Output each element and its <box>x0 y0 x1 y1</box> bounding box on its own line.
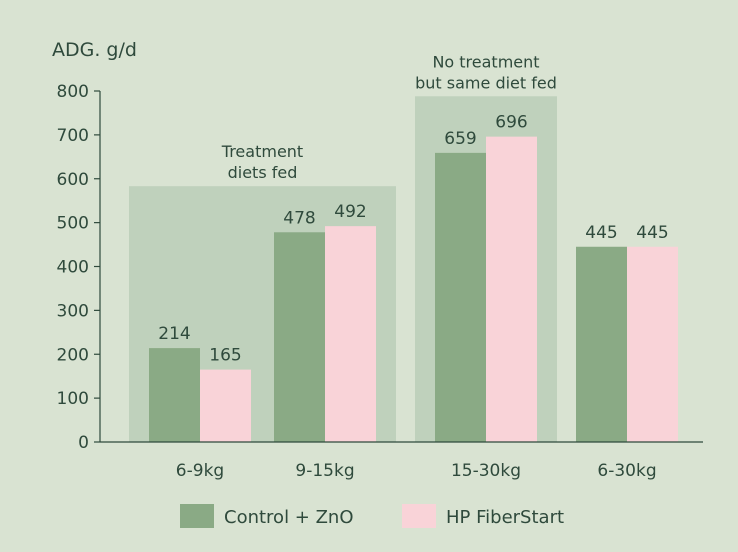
data-label-control-6-30kg: 445 <box>585 223 617 243</box>
bar-control-6-9kg <box>149 348 200 442</box>
data-label-control-9-15kg: 478 <box>283 208 315 228</box>
data-label-fiberstart-6-9kg: 165 <box>209 346 241 366</box>
bar-fiberstart-6-30kg <box>627 246 678 442</box>
annotation-text-2-line-2: but same diet fed <box>415 73 557 92</box>
legend-control-label: Control + ZnO <box>224 507 354 528</box>
data-label-fiberstart-6-30kg: 445 <box>636 223 668 243</box>
data-label-control-15-30kg: 659 <box>444 129 476 149</box>
y-axis-title: ADG. g/d <box>52 39 137 61</box>
y-tick-label-600: 600 <box>57 170 89 190</box>
y-tick-label-400: 400 <box>57 258 89 278</box>
y-tick-label-200: 200 <box>57 345 89 365</box>
y-tick-label-0: 0 <box>78 433 89 453</box>
y-tick-label-300: 300 <box>57 301 89 321</box>
annotation-text-1-line-1: Treatment <box>221 142 303 161</box>
data-label-fiberstart-15-30kg: 696 <box>495 113 527 133</box>
legend-control-swatch <box>180 504 214 528</box>
x-tick-label-6-30kg: 6-30kg <box>597 461 656 481</box>
bar-control-6-30kg <box>576 246 627 442</box>
annotation-text-2-line-1: No treatment <box>432 52 539 71</box>
y-tick-label-100: 100 <box>57 389 89 409</box>
legend-fiberstart-label: HP FiberStart <box>446 507 564 528</box>
bar-control-9-15kg <box>274 232 325 442</box>
y-tick-label-500: 500 <box>57 214 89 234</box>
y-tick-label-700: 700 <box>57 126 89 146</box>
x-tick-label-9-15kg: 9-15kg <box>295 461 354 481</box>
bar-fiberstart-15-30kg <box>486 136 537 442</box>
bar-fiberstart-9-15kg <box>325 226 376 442</box>
data-label-fiberstart-9-15kg: 492 <box>334 202 366 222</box>
annotation-text-1-line-2: diets fed <box>228 163 298 182</box>
x-tick-label-6-9kg: 6-9kg <box>176 461 224 481</box>
x-tick-label-15-30kg: 15-30kg <box>451 461 521 481</box>
bar-control-15-30kg <box>435 152 486 442</box>
legend-fiberstart-swatch <box>402 504 436 528</box>
data-label-control-6-9kg: 214 <box>158 324 190 344</box>
y-tick-label-800: 800 <box>57 82 89 102</box>
bar-fiberstart-6-9kg <box>200 369 251 442</box>
